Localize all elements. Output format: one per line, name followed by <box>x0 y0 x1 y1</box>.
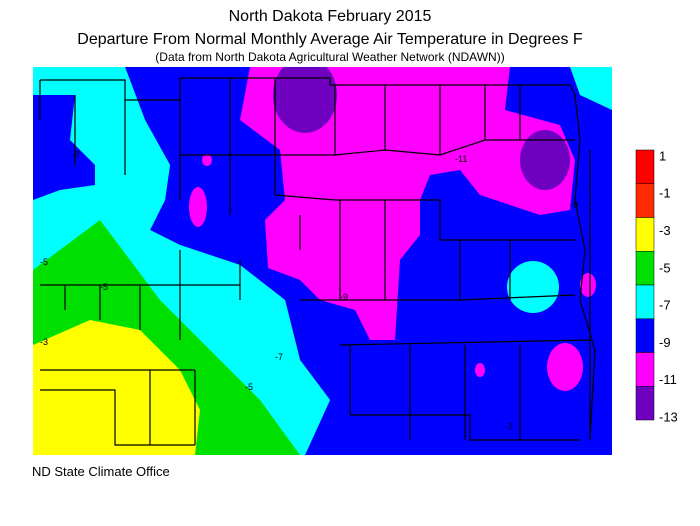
legend-swatch <box>635 352 655 387</box>
title: North Dakota February 2015 <box>229 8 432 25</box>
legend-label: -3 <box>659 223 671 238</box>
legend-swatch <box>635 251 655 286</box>
contour-label: -7 <box>275 352 283 362</box>
region <box>580 273 596 297</box>
contour-label: -7 <box>505 422 513 432</box>
legend-swatch <box>635 386 655 421</box>
region <box>189 187 207 227</box>
legend: 1 -1 -3 -5 -7 -9 -11 -13 <box>635 148 678 424</box>
contour-label: -5 <box>245 382 253 392</box>
county-lines <box>39 77 596 446</box>
legend-swatch <box>635 183 655 218</box>
contour-label: -7 <box>72 150 80 160</box>
legend-swatch <box>635 284 655 319</box>
region <box>507 261 559 313</box>
region <box>475 363 485 377</box>
footer: ND State Climate Office <box>32 464 170 479</box>
legend-label: -11 <box>659 372 677 387</box>
region <box>95 67 330 455</box>
region <box>202 154 212 166</box>
contour-label: -11 <box>455 154 467 164</box>
legend-label: -5 <box>659 260 671 275</box>
legend-label: -9 <box>659 335 671 350</box>
legend-label: -13 <box>659 409 678 424</box>
region <box>33 95 95 200</box>
contour-label: -5 <box>100 282 108 292</box>
legend-swatch <box>635 318 655 353</box>
contour-label: -9 <box>570 200 578 210</box>
subtitle: Departure From Normal Monthly Average Ai… <box>77 31 583 48</box>
region <box>520 130 570 190</box>
map: -7 -5 -5 -3 -5 -7 -9 -11 -9 -7 <box>33 67 612 455</box>
contour-label: -5 <box>40 257 48 267</box>
legend-label: -1 <box>659 186 671 201</box>
legend-swatch <box>635 149 655 184</box>
legend-label: 1 <box>659 148 666 163</box>
source: (Data from North Dakota Agricultural Wea… <box>155 50 504 64</box>
region <box>240 67 575 340</box>
contour-label: -3 <box>40 337 48 347</box>
legend-swatch <box>635 217 655 252</box>
region <box>547 343 583 391</box>
contour-label: -9 <box>340 292 348 302</box>
region <box>273 67 337 133</box>
legend-label: -7 <box>659 298 671 313</box>
region <box>33 320 200 455</box>
